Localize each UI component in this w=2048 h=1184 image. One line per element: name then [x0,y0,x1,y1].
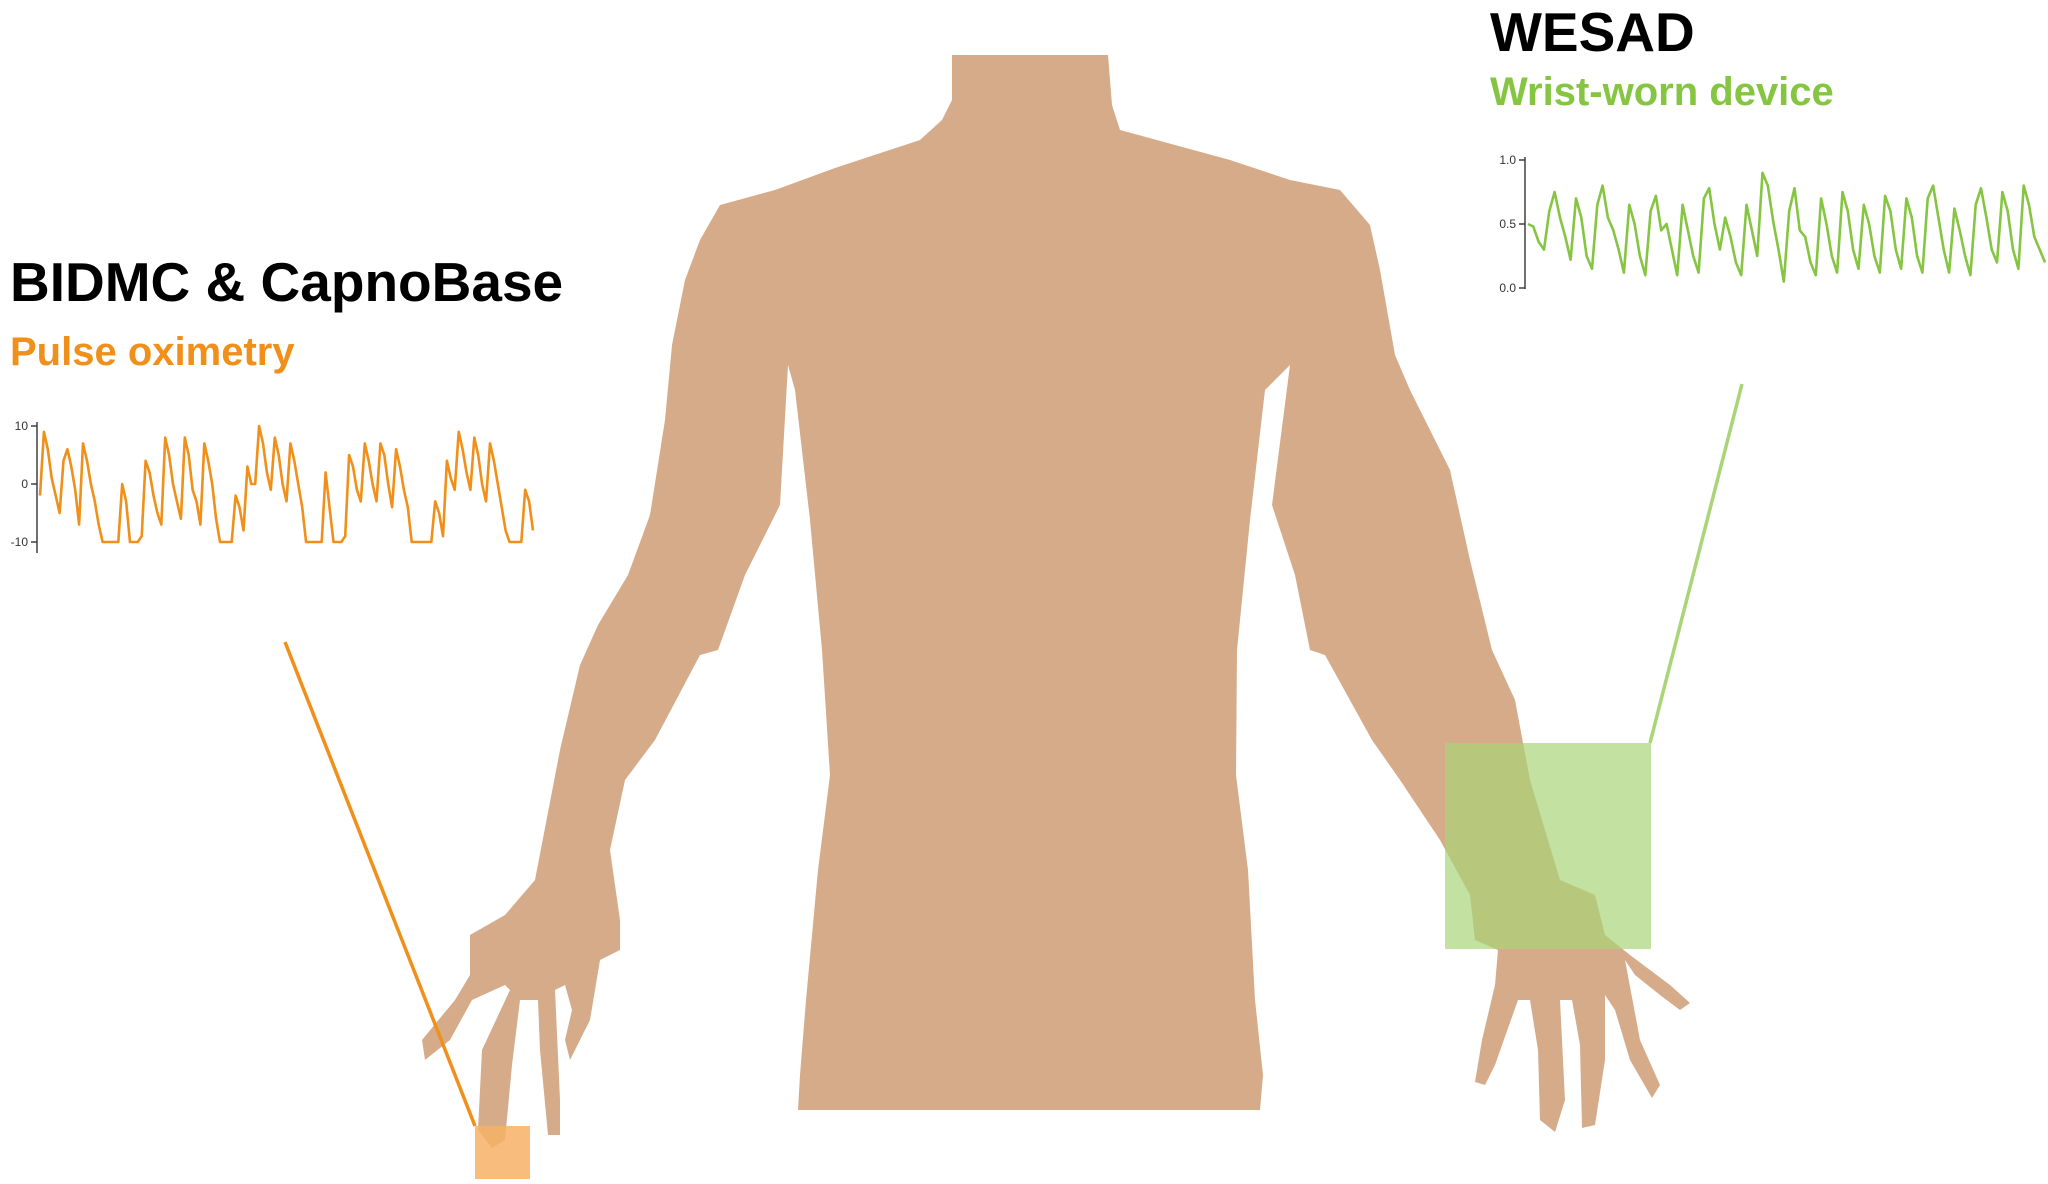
right-connector-line [1648,383,1744,744]
left-signal-label: Pulse oximetry [10,330,295,374]
left-plot-y-tick-label: 10 [15,419,29,433]
right-dataset-title: WESAD [1490,1,1695,63]
left-signal-plot: 10 0 -10 [11,419,535,553]
right-plot-y-tick-label: 0.0 [1499,281,1516,295]
left-plot-y-tick-label: -10 [11,535,29,549]
left-dataset-title: BIDMC & CapnoBase [10,251,564,313]
right-plot-y-tick-label: 0.5 [1499,217,1516,231]
left-sensor-marker [475,1126,530,1179]
left-plot-y-tick-label: 0 [21,477,28,491]
torso-silhouette [422,55,1690,1148]
left-signal-trace [38,424,535,544]
left-connector-line [283,641,477,1127]
right-signal-label: Wrist-worn device [1490,70,1834,114]
right-signal-plot: 1.0 0.5 0.0 [1499,153,2047,295]
right-plot-y-tick-label: 1.0 [1499,153,1516,167]
right-signal-trace [1527,171,2047,283]
right-sensor-marker [1445,743,1651,949]
